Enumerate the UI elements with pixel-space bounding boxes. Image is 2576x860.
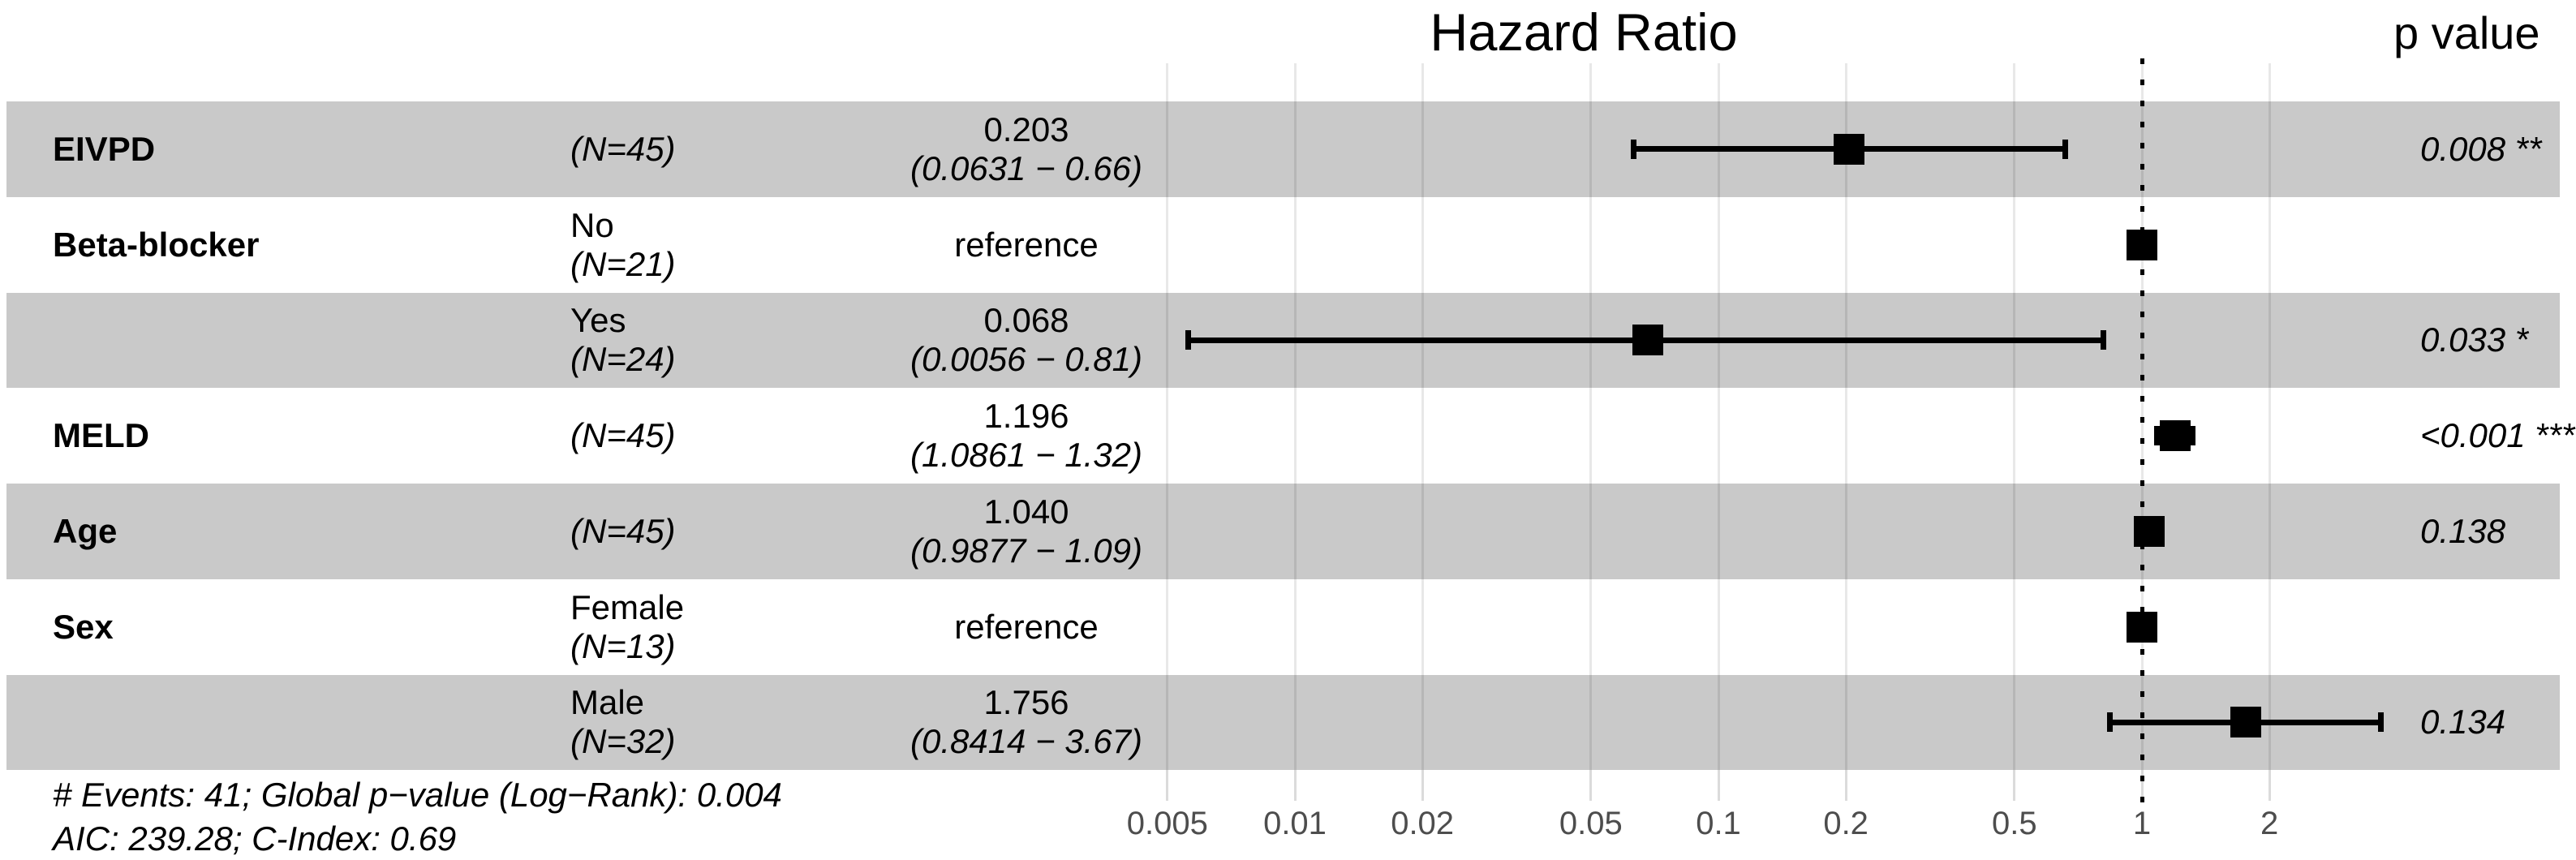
level-n-cell: Male (N=32) — [570, 683, 676, 761]
chart-title: Hazard Ratio — [1430, 2, 1738, 62]
axis-tick — [1166, 770, 1169, 801]
ci-label: (1.0861 − 1.32) — [910, 436, 1143, 475]
hr-marker — [1833, 133, 1864, 165]
hr-marker — [2133, 515, 2165, 547]
ci-cap-right — [2100, 330, 2106, 350]
variable-label: Sex — [53, 607, 114, 646]
hr-marker — [2127, 229, 2157, 260]
gridline — [2013, 63, 2016, 770]
n-label: (N=21) — [570, 244, 676, 283]
ci-label: (0.9877 − 1.09) — [910, 531, 1143, 570]
ci-cap-right — [2190, 426, 2196, 446]
level-n-cell: Yes (N=24) — [570, 301, 676, 379]
level-n-cell: (N=45) — [570, 130, 676, 169]
level-label: No — [570, 205, 614, 244]
variable-label: Beta-blocker — [53, 225, 260, 264]
p-value-header: p value — [2393, 7, 2540, 58]
axis-tick-label: 0.02 — [1391, 806, 1455, 841]
row-band — [6, 484, 2560, 579]
ci-cap-right — [2062, 139, 2069, 159]
estimate-cell: 1.756 (0.8414 − 3.67) — [824, 683, 1229, 761]
hr-marker — [2230, 707, 2261, 738]
row-band — [6, 101, 2560, 197]
reference-line — [2139, 58, 2144, 803]
ci-cap-left — [1185, 330, 1192, 350]
n-label: (N=45) — [570, 416, 676, 455]
gridline — [1166, 63, 1169, 770]
variable-label: MELD — [53, 416, 149, 455]
variable-label: EIVPD — [53, 129, 156, 168]
variable-label: Age — [53, 511, 118, 550]
estimate-label: 1.040 — [983, 492, 1069, 531]
estimate-label: reference — [954, 225, 1099, 264]
estimate-label: 1.196 — [983, 397, 1069, 436]
axis-tick-label: 0.2 — [1823, 806, 1869, 841]
estimate-cell: 0.068 (0.0056 − 0.81) — [824, 301, 1229, 379]
n-label: (N=45) — [570, 129, 676, 168]
level-label: Male — [570, 683, 645, 722]
gridline — [1293, 63, 1297, 770]
n-label: (N=32) — [570, 722, 676, 761]
gridline — [2268, 63, 2271, 770]
axis-tick — [1844, 770, 1847, 801]
level-n-cell: (N=45) — [570, 512, 676, 551]
estimate-label: 1.756 — [983, 683, 1069, 722]
hr-marker — [1632, 325, 1663, 356]
estimate-cell: reference — [824, 608, 1229, 647]
estimate-cell: 1.196 (1.0861 − 1.32) — [824, 397, 1229, 475]
level-n-cell: (N=45) — [570, 416, 676, 455]
ci-label: (0.0056 − 0.81) — [910, 340, 1143, 379]
level-n-cell: Female (N=13) — [570, 588, 684, 666]
ci-cap-left — [2107, 712, 2114, 733]
p-value-label: 0.033 * — [2420, 320, 2529, 359]
estimate-cell: 0.203 (0.0631 − 0.66) — [824, 110, 1229, 188]
ci-label: (0.8414 − 3.67) — [910, 722, 1143, 761]
gridline — [1844, 63, 1847, 770]
level-label: Yes — [570, 301, 626, 340]
level-label: Female — [570, 587, 685, 626]
footnote-events: # Events: 41; Global p−value (Log−Rank):… — [53, 776, 782, 814]
p-value-label: <0.001 *** — [2420, 416, 2575, 455]
ci-label: (0.0631 − 0.66) — [910, 148, 1143, 187]
axis-tick-label: 0.005 — [1126, 806, 1208, 841]
n-label: (N=13) — [570, 626, 676, 665]
p-value-label: 0.134 — [2420, 703, 2506, 742]
estimate-cell: 1.040 (0.9877 − 1.09) — [824, 492, 1229, 570]
n-label: (N=24) — [570, 340, 676, 379]
gridline — [1589, 63, 1593, 770]
axis-tick — [1589, 770, 1593, 801]
axis-tick-label: 0.01 — [1263, 806, 1327, 841]
estimate-cell: reference — [824, 226, 1229, 264]
ci-cap-right — [2378, 712, 2385, 733]
gridline — [1421, 63, 1424, 770]
estimate-label: 0.068 — [983, 301, 1069, 340]
estimate-label: reference — [954, 607, 1099, 646]
ci-cap-left — [1631, 139, 1637, 159]
axis-tick-label: 0.5 — [1992, 806, 2037, 841]
p-value-label: 0.008 ** — [2420, 129, 2542, 168]
axis-tick — [1421, 770, 1424, 801]
hr-marker — [2127, 611, 2157, 643]
p-value-label: 0.138 — [2420, 511, 2506, 550]
axis-tick-label: 0.05 — [1559, 806, 1623, 841]
axis-tick — [2268, 770, 2271, 801]
hr-marker — [2159, 420, 2191, 452]
estimate-label: 0.203 — [983, 110, 1069, 148]
axis-tick — [2013, 770, 2016, 801]
n-label: (N=45) — [570, 511, 676, 550]
axis-tick-label: 1 — [2132, 806, 2152, 841]
gridline — [1717, 63, 1720, 770]
footnote-aic: AIC: 239.28; C-Index: 0.69 — [53, 819, 457, 858]
axis-tick — [1293, 770, 1297, 801]
axis-tick — [1717, 770, 1720, 801]
axis-tick-label: 0.1 — [1696, 806, 1741, 841]
ci-cap-left — [2154, 426, 2161, 446]
level-n-cell: No (N=21) — [570, 206, 676, 284]
axis-tick-label: 2 — [2260, 806, 2279, 841]
